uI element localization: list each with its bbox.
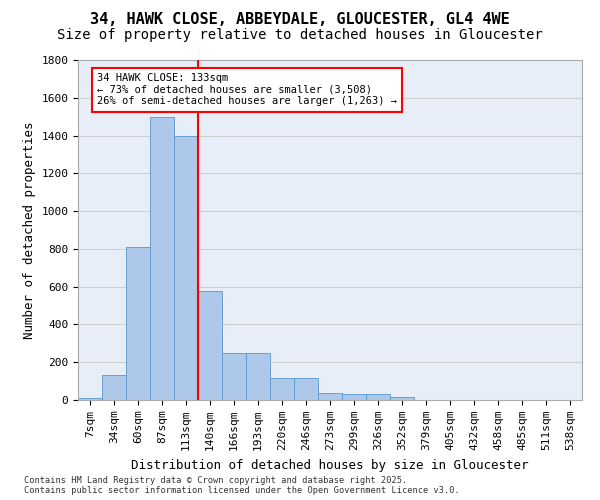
Bar: [342, 394, 366, 400]
Bar: [198, 292, 222, 400]
Bar: [174, 136, 198, 400]
Bar: [366, 394, 390, 400]
Bar: [246, 353, 270, 400]
Text: 34, HAWK CLOSE, ABBEYDALE, GLOUCESTER, GL4 4WE: 34, HAWK CLOSE, ABBEYDALE, GLOUCESTER, G…: [90, 12, 510, 28]
Bar: [222, 353, 246, 400]
X-axis label: Distribution of detached houses by size in Gloucester: Distribution of detached houses by size …: [131, 458, 529, 471]
Text: Contains HM Land Registry data © Crown copyright and database right 2025.
Contai: Contains HM Land Registry data © Crown c…: [24, 476, 460, 495]
Bar: [318, 394, 342, 400]
Bar: [102, 376, 126, 400]
Bar: [126, 247, 150, 400]
Bar: [294, 378, 318, 400]
Bar: [78, 398, 102, 400]
Text: Size of property relative to detached houses in Gloucester: Size of property relative to detached ho…: [57, 28, 543, 42]
Bar: [270, 378, 294, 400]
Y-axis label: Number of detached properties: Number of detached properties: [23, 121, 36, 339]
Bar: [150, 116, 174, 400]
Text: 34 HAWK CLOSE: 133sqm
← 73% of detached houses are smaller (3,508)
26% of semi-d: 34 HAWK CLOSE: 133sqm ← 73% of detached …: [97, 73, 397, 106]
Bar: [390, 396, 414, 400]
